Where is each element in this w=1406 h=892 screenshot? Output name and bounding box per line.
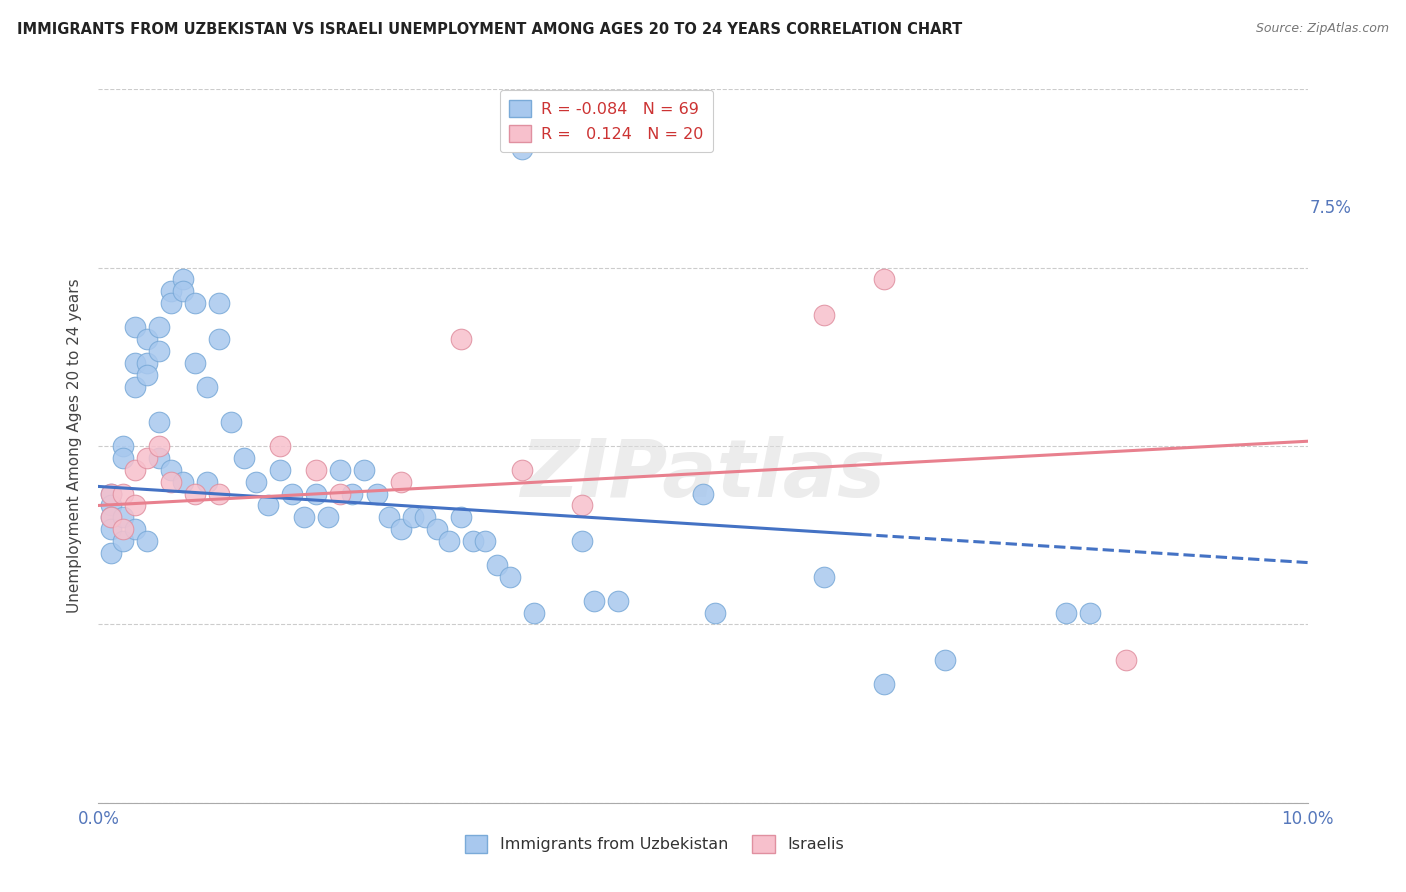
Point bbox=[232, 450, 254, 465]
Point bbox=[148, 415, 170, 429]
Point bbox=[292, 510, 315, 524]
Point bbox=[100, 510, 122, 524]
Point bbox=[124, 320, 146, 334]
Point bbox=[692, 486, 714, 500]
Point bbox=[100, 510, 122, 524]
Point bbox=[111, 510, 134, 524]
Point bbox=[269, 439, 291, 453]
Point bbox=[135, 368, 157, 382]
Point bbox=[111, 450, 134, 465]
Point bbox=[160, 285, 183, 299]
Point bbox=[813, 570, 835, 584]
Point bbox=[281, 486, 304, 500]
Point bbox=[111, 486, 134, 500]
Point bbox=[389, 475, 412, 489]
Point bbox=[184, 486, 207, 500]
Point bbox=[124, 522, 146, 536]
Point bbox=[366, 486, 388, 500]
Point bbox=[245, 475, 267, 489]
Point bbox=[413, 510, 436, 524]
Point bbox=[135, 534, 157, 549]
Point bbox=[100, 499, 122, 513]
Point bbox=[148, 450, 170, 465]
Point bbox=[135, 450, 157, 465]
Point bbox=[607, 593, 630, 607]
Point bbox=[510, 142, 533, 156]
Point bbox=[389, 522, 412, 536]
Point bbox=[305, 463, 328, 477]
Point bbox=[135, 332, 157, 346]
Point bbox=[195, 475, 218, 489]
Point bbox=[135, 356, 157, 370]
Point bbox=[148, 343, 170, 358]
Point bbox=[450, 510, 472, 524]
Text: IMMIGRANTS FROM UZBEKISTAN VS ISRAELI UNEMPLOYMENT AMONG AGES 20 TO 24 YEARS COR: IMMIGRANTS FROM UZBEKISTAN VS ISRAELI UN… bbox=[17, 22, 962, 37]
Text: 7.5%: 7.5% bbox=[1310, 199, 1353, 217]
Point bbox=[160, 463, 183, 477]
Point bbox=[208, 296, 231, 310]
Point bbox=[934, 653, 956, 667]
Point bbox=[100, 486, 122, 500]
Point bbox=[498, 570, 520, 584]
Point bbox=[342, 486, 364, 500]
Point bbox=[305, 486, 328, 500]
Point bbox=[124, 379, 146, 393]
Point bbox=[402, 510, 425, 524]
Point bbox=[1078, 606, 1101, 620]
Point bbox=[100, 486, 122, 500]
Point bbox=[160, 475, 183, 489]
Legend: Immigrants from Uzbekistan, Israelis: Immigrants from Uzbekistan, Israelis bbox=[458, 829, 851, 859]
Point bbox=[1115, 653, 1137, 667]
Point bbox=[329, 463, 352, 477]
Text: Source: ZipAtlas.com: Source: ZipAtlas.com bbox=[1256, 22, 1389, 36]
Point bbox=[583, 593, 606, 607]
Point bbox=[124, 499, 146, 513]
Point bbox=[208, 486, 231, 500]
Point bbox=[437, 534, 460, 549]
Point bbox=[111, 522, 134, 536]
Point bbox=[510, 463, 533, 477]
Text: ZIPatlas: ZIPatlas bbox=[520, 435, 886, 514]
Point bbox=[111, 439, 134, 453]
Point bbox=[184, 296, 207, 310]
Point bbox=[316, 510, 339, 524]
Point bbox=[172, 475, 194, 489]
Point bbox=[486, 558, 509, 572]
Y-axis label: Unemployment Among Ages 20 to 24 years: Unemployment Among Ages 20 to 24 years bbox=[67, 278, 83, 614]
Point bbox=[269, 463, 291, 477]
Point bbox=[474, 534, 496, 549]
Point bbox=[221, 415, 243, 429]
Point bbox=[100, 546, 122, 560]
Point bbox=[256, 499, 278, 513]
Point bbox=[124, 463, 146, 477]
Point bbox=[329, 486, 352, 500]
Point bbox=[195, 379, 218, 393]
Point bbox=[111, 534, 134, 549]
Point bbox=[1054, 606, 1077, 620]
Point bbox=[450, 332, 472, 346]
Point bbox=[873, 677, 896, 691]
Point bbox=[571, 499, 593, 513]
Point bbox=[148, 439, 170, 453]
Point bbox=[353, 463, 375, 477]
Point bbox=[426, 522, 449, 536]
Point bbox=[873, 272, 896, 286]
Point bbox=[172, 272, 194, 286]
Point bbox=[571, 534, 593, 549]
Point bbox=[124, 356, 146, 370]
Point bbox=[184, 356, 207, 370]
Point bbox=[208, 332, 231, 346]
Point bbox=[172, 285, 194, 299]
Point bbox=[813, 308, 835, 322]
Point bbox=[100, 522, 122, 536]
Point bbox=[377, 510, 399, 524]
Point bbox=[160, 296, 183, 310]
Point bbox=[704, 606, 727, 620]
Point bbox=[523, 606, 546, 620]
Point bbox=[463, 534, 485, 549]
Point bbox=[148, 320, 170, 334]
